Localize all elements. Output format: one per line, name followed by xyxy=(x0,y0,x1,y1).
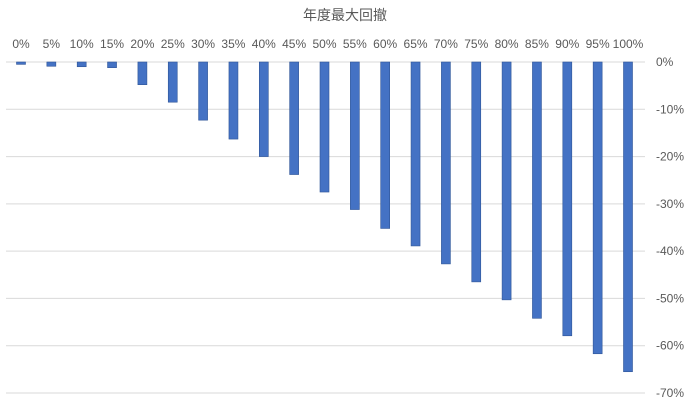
x-tick-label: 5% xyxy=(43,37,61,51)
bar xyxy=(228,61,239,140)
y-tick-label: -40% xyxy=(656,244,684,258)
bar xyxy=(16,61,26,65)
bar xyxy=(501,61,512,301)
x-tick-label: 60% xyxy=(373,37,397,51)
y-tick-label: 0% xyxy=(656,55,674,69)
x-tick-label: 10% xyxy=(70,37,94,51)
y-axis-ticks: 0% -10% -20% -30% -40% -50% -60% -70% xyxy=(656,55,684,400)
y-tick-label: -50% xyxy=(656,291,684,305)
x-tick-label: 100% xyxy=(613,37,644,51)
x-tick-label: 0% xyxy=(12,37,30,51)
bar xyxy=(562,61,573,337)
x-tick-label: 80% xyxy=(495,37,519,51)
bar xyxy=(380,61,391,229)
y-tick-label: -10% xyxy=(656,102,684,116)
x-tick-label: 35% xyxy=(221,37,245,51)
bar xyxy=(137,61,148,85)
x-tick-label: 55% xyxy=(343,37,367,51)
bar xyxy=(167,61,178,103)
y-tick-label: -70% xyxy=(656,386,684,400)
x-tick-label: 70% xyxy=(434,37,458,51)
chart-title: 年度最大回撤 xyxy=(303,8,387,24)
y-tick-label: -60% xyxy=(656,339,684,353)
y-tick-label: -30% xyxy=(656,197,684,211)
bar xyxy=(471,61,482,283)
x-tick-label: 75% xyxy=(464,37,488,51)
bar xyxy=(289,61,299,175)
y-tick-label: -20% xyxy=(656,150,684,164)
bar xyxy=(532,61,542,319)
x-tick-label: 95% xyxy=(586,37,610,51)
x-tick-label: 85% xyxy=(525,37,549,51)
bars xyxy=(16,61,633,373)
x-tick-label: 25% xyxy=(161,37,185,51)
bar xyxy=(592,61,603,355)
x-tick-label: 30% xyxy=(191,37,215,51)
bar xyxy=(623,61,633,373)
bar xyxy=(198,61,208,121)
x-tick-label: 90% xyxy=(555,37,579,51)
bar xyxy=(46,61,57,67)
bar xyxy=(258,61,269,157)
bar xyxy=(350,61,360,210)
bar xyxy=(441,61,451,265)
bar xyxy=(76,61,87,68)
x-tick-label: 40% xyxy=(252,37,276,51)
x-tick-label: 50% xyxy=(312,37,336,51)
x-tick-label: 65% xyxy=(404,37,428,51)
bar xyxy=(107,61,117,68)
x-tick-label: 15% xyxy=(100,37,124,51)
x-tick-label: 45% xyxy=(282,37,306,51)
x-axis-ticks: 0% 5% 10% 15% 20% 25% 30% 35% 40% 45% 50% 55% 60% 65%… xyxy=(12,37,643,51)
bar xyxy=(319,61,330,193)
bar xyxy=(410,61,421,247)
x-tick-label: 20% xyxy=(130,37,154,51)
